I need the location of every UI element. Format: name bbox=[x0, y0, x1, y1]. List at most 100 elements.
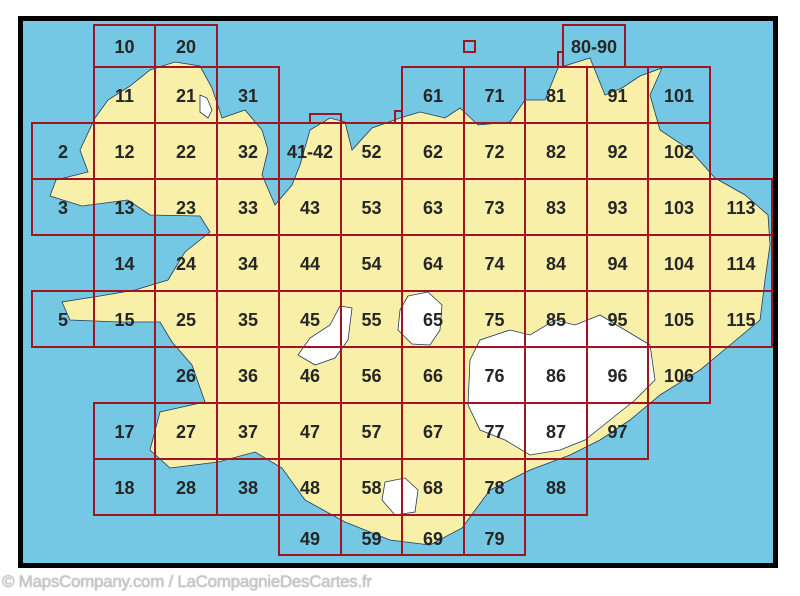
sheet-label: 48 bbox=[300, 478, 320, 498]
glacier-drangajokull bbox=[199, 94, 213, 119]
sheet-label: 103 bbox=[664, 198, 694, 218]
sheet-label: 31 bbox=[238, 86, 258, 106]
sheet-label: 87 bbox=[546, 422, 566, 442]
sheet-label: 72 bbox=[484, 142, 504, 162]
glacier-hofsjokull bbox=[397, 291, 443, 346]
map-sheet-106[interactable]: 106 bbox=[647, 346, 711, 404]
sheet-label: 26 bbox=[176, 366, 196, 386]
sheet-label: 25 bbox=[176, 310, 196, 330]
map-sheet-79[interactable]: 79 bbox=[463, 514, 526, 556]
sheet-label: 27 bbox=[176, 422, 196, 442]
sheet-label: 114 bbox=[726, 254, 755, 274]
sheet-label: 57 bbox=[361, 422, 381, 442]
sheet-label: 55 bbox=[361, 310, 381, 330]
glacier-langjokull bbox=[297, 305, 353, 366]
sheet-label: 56 bbox=[361, 366, 381, 386]
sheet-label: 35 bbox=[238, 310, 258, 330]
sheet-label: 45 bbox=[300, 310, 320, 330]
sheet-label: 61 bbox=[423, 86, 443, 106]
sheet-label: 84 bbox=[546, 254, 566, 274]
sheet-label: 13 bbox=[114, 198, 134, 218]
sheet-label: 85 bbox=[546, 310, 566, 330]
sheet-label: 64 bbox=[423, 254, 443, 274]
sheet-label: 3 bbox=[58, 198, 68, 218]
sheet-label: 18 bbox=[114, 478, 134, 498]
map-sheet-115[interactable]: 115 bbox=[709, 290, 773, 348]
sheet-label: 53 bbox=[361, 198, 381, 218]
sheet-label: 73 bbox=[484, 198, 504, 218]
sheet-label: 49 bbox=[300, 529, 320, 549]
sheet-label: 92 bbox=[607, 142, 627, 162]
sheet-label: 58 bbox=[361, 478, 381, 498]
sheet-label: 96 bbox=[607, 366, 627, 386]
sheet-label: 78 bbox=[484, 478, 504, 498]
sheet-label: 44 bbox=[300, 254, 320, 274]
sheet-label: 83 bbox=[546, 198, 566, 218]
sheet-label: 21 bbox=[176, 86, 196, 106]
sheet-label: 46 bbox=[300, 366, 320, 386]
sheet-label: 67 bbox=[423, 422, 443, 442]
sheet-label: 24 bbox=[176, 254, 196, 274]
sheet-label: 11 bbox=[115, 86, 134, 106]
map-sheet-97[interactable]: 97 bbox=[586, 402, 649, 460]
sheet-label: 34 bbox=[238, 254, 258, 274]
sheet-label: 101 bbox=[664, 86, 694, 106]
sheet-label: 105 bbox=[664, 310, 694, 330]
sheet-label: 66 bbox=[423, 366, 443, 386]
sheet-label: 104 bbox=[664, 254, 694, 274]
sheet-label: 97 bbox=[607, 422, 627, 442]
sheet-label: 69 bbox=[423, 529, 443, 549]
glacier-vatnajokull bbox=[467, 314, 656, 456]
sheet-label: 12 bbox=[114, 142, 134, 162]
sheet-label: 20 bbox=[176, 37, 196, 57]
sheet-label: 2 bbox=[58, 142, 68, 162]
sheet-label: 62 bbox=[423, 142, 443, 162]
copyright-text: © MapsCompany.com / LaCompagnieDesCartes… bbox=[2, 572, 372, 591]
sheet-label: 5 bbox=[58, 310, 68, 330]
sheet-label: 81 bbox=[546, 86, 566, 106]
sheet-label: 37 bbox=[238, 422, 258, 442]
sheet-label: 36 bbox=[238, 366, 258, 386]
sheet-grid: 10 20 80-90 11 21 31 61 71 81 91 101 2 12 22 32 41-42 5 2… bbox=[31, 24, 773, 556]
sheet-label: 106 bbox=[664, 366, 694, 386]
sheet-label: 86 bbox=[546, 366, 566, 386]
sheet-label: 63 bbox=[423, 198, 443, 218]
sheet-label: 91 bbox=[607, 86, 627, 106]
sheet-label: 82 bbox=[546, 142, 566, 162]
sheet-label: 77 bbox=[484, 422, 504, 442]
sheet-tab bbox=[394, 110, 402, 123]
sheet-label: 54 bbox=[361, 254, 381, 274]
islet-sheet-box bbox=[463, 40, 476, 53]
sheet-tab bbox=[557, 51, 563, 67]
sheet-label: 14 bbox=[114, 254, 134, 274]
sheet-label: 113 bbox=[726, 198, 755, 218]
map-sheet-88[interactable]: 88 bbox=[524, 458, 588, 516]
sheet-label: 41-42 bbox=[287, 142, 333, 162]
sheet-label: 23 bbox=[176, 198, 196, 218]
sheet-label: 102 bbox=[664, 142, 694, 162]
sheet-label: 43 bbox=[300, 198, 320, 218]
sheet-label: 28 bbox=[176, 478, 196, 498]
sheet-label: 95 bbox=[607, 310, 627, 330]
sheet-label: 47 bbox=[300, 422, 320, 442]
sheet-border bbox=[463, 514, 526, 556]
sheet-label: 65 bbox=[423, 310, 443, 330]
sheet-label: 38 bbox=[238, 478, 258, 498]
sheet-label: 22 bbox=[176, 142, 196, 162]
sheet-label: 76 bbox=[484, 366, 504, 386]
sheet-label: 68 bbox=[423, 478, 443, 498]
sheet-label: 93 bbox=[607, 198, 627, 218]
sheet-label: 59 bbox=[361, 529, 381, 549]
sheet-tab bbox=[309, 113, 342, 123]
sheet-label: 71 bbox=[484, 86, 504, 106]
sheet-label: 80-90 bbox=[571, 37, 617, 57]
sheet-label: 94 bbox=[607, 254, 627, 274]
sheet-label: 32 bbox=[238, 142, 258, 162]
sheet-label: 17 bbox=[114, 422, 134, 442]
sheet-border bbox=[524, 458, 588, 516]
sheet-label: 10 bbox=[114, 37, 134, 57]
sheet-label: 88 bbox=[546, 478, 566, 498]
sheet-label: 115 bbox=[726, 310, 755, 330]
sheet-border bbox=[709, 290, 773, 348]
